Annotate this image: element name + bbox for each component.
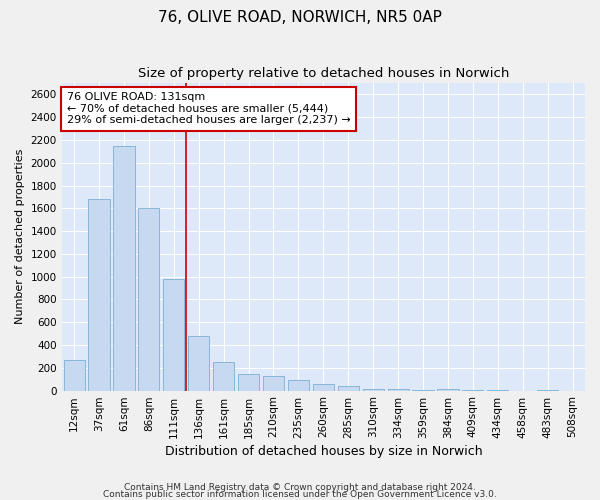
Bar <box>64 360 85 390</box>
Text: Contains public sector information licensed under the Open Government Licence v3: Contains public sector information licen… <box>103 490 497 499</box>
Bar <box>362 389 384 390</box>
Bar <box>338 386 359 390</box>
Bar <box>238 374 259 390</box>
Bar <box>213 362 234 390</box>
Text: 76 OLIVE ROAD: 131sqm
← 70% of detached houses are smaller (5,444)
29% of semi-d: 76 OLIVE ROAD: 131sqm ← 70% of detached … <box>67 92 350 126</box>
Bar <box>88 199 110 390</box>
Bar <box>437 389 458 390</box>
Bar <box>113 146 134 390</box>
Y-axis label: Number of detached properties: Number of detached properties <box>15 149 25 324</box>
Bar <box>138 208 160 390</box>
Bar <box>263 376 284 390</box>
X-axis label: Distribution of detached houses by size in Norwich: Distribution of detached houses by size … <box>164 444 482 458</box>
Bar <box>163 279 184 390</box>
Text: 76, OLIVE ROAD, NORWICH, NR5 0AP: 76, OLIVE ROAD, NORWICH, NR5 0AP <box>158 10 442 25</box>
Title: Size of property relative to detached houses in Norwich: Size of property relative to detached ho… <box>137 68 509 80</box>
Bar <box>313 384 334 390</box>
Bar <box>188 336 209 390</box>
Bar <box>288 380 309 390</box>
Text: Contains HM Land Registry data © Crown copyright and database right 2024.: Contains HM Land Registry data © Crown c… <box>124 484 476 492</box>
